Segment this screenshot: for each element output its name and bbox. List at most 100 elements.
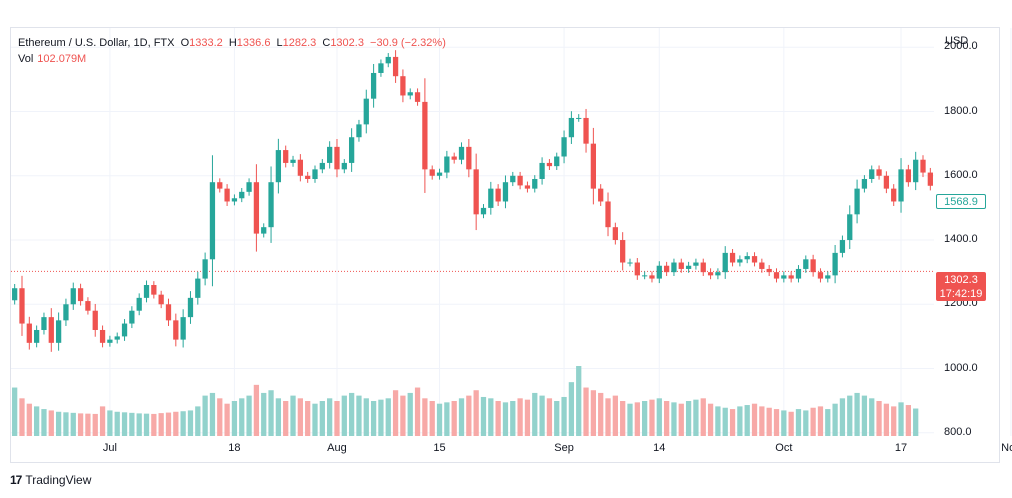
volume-bar bbox=[693, 399, 699, 436]
volume-bar bbox=[825, 409, 831, 436]
volume-bar bbox=[854, 392, 860, 436]
candle-body bbox=[202, 259, 208, 279]
candle-body bbox=[883, 175, 890, 189]
candle-body bbox=[847, 214, 853, 241]
volume-bar bbox=[385, 398, 391, 436]
candle-body bbox=[576, 117, 582, 119]
volume-bar bbox=[737, 406, 743, 436]
candle-body bbox=[795, 268, 802, 279]
volume-bar bbox=[583, 387, 589, 436]
y-tick-label: 1400.0 bbox=[944, 233, 978, 246]
candle-body bbox=[261, 227, 267, 234]
volume-bar bbox=[261, 392, 267, 436]
candle-body bbox=[158, 294, 164, 305]
current-price-value: 1568.9 bbox=[944, 196, 978, 208]
candle-body bbox=[429, 169, 435, 176]
candle-body bbox=[297, 159, 303, 176]
candle-body bbox=[854, 188, 860, 215]
candle-body bbox=[715, 272, 721, 276]
candle-body bbox=[85, 301, 91, 311]
volume-bar bbox=[905, 405, 911, 436]
volume-bar bbox=[363, 398, 369, 436]
candle-body bbox=[656, 265, 662, 279]
volume-bar bbox=[422, 398, 428, 436]
volume-bar bbox=[898, 402, 904, 436]
candle-body bbox=[671, 262, 677, 273]
candle-body bbox=[268, 182, 274, 228]
volume-bar bbox=[63, 412, 69, 436]
tradingview-brand[interactable]: 17 TradingView bbox=[10, 473, 91, 487]
volume-bar bbox=[187, 410, 194, 436]
candle-body bbox=[55, 320, 62, 343]
volume-bar bbox=[305, 401, 311, 436]
volume-bar bbox=[861, 395, 868, 436]
low-value: 1282.3 bbox=[282, 37, 317, 49]
volume-bar bbox=[803, 410, 809, 436]
volume-bar bbox=[539, 395, 545, 436]
volume-bar bbox=[99, 406, 106, 436]
symbol-label[interactable]: Ethereum / U.S. Dollar, 1D, FTX bbox=[18, 37, 175, 49]
candle-body bbox=[627, 262, 633, 264]
candle-body bbox=[151, 285, 157, 295]
candle-body bbox=[187, 297, 194, 318]
candle-body bbox=[869, 169, 875, 179]
candle-body bbox=[510, 175, 516, 183]
volume-bar bbox=[744, 405, 750, 436]
candle-body bbox=[913, 159, 919, 183]
candle-body bbox=[407, 92, 413, 96]
candle-body bbox=[766, 268, 772, 273]
volume-bar bbox=[34, 406, 40, 436]
volume-bar bbox=[129, 412, 135, 436]
x-tick-label: Aug bbox=[327, 442, 347, 454]
candle-body bbox=[759, 262, 765, 269]
candle-body bbox=[832, 252, 838, 276]
candle-body bbox=[180, 317, 186, 340]
volume-bar bbox=[620, 401, 626, 436]
volume-bar bbox=[598, 392, 604, 436]
candle-body bbox=[927, 172, 933, 186]
volume-bar bbox=[451, 401, 457, 436]
candle-body bbox=[488, 188, 494, 208]
volume-bar bbox=[788, 411, 794, 436]
volume-bar bbox=[729, 409, 736, 436]
volume-bar bbox=[781, 410, 787, 436]
volume-bar bbox=[195, 406, 201, 436]
candle-body bbox=[876, 169, 882, 176]
volume-label[interactable]: Vol bbox=[18, 53, 34, 65]
candle-body bbox=[524, 185, 531, 189]
volume-bar bbox=[458, 398, 465, 436]
close-value: 1302.3 bbox=[330, 37, 364, 49]
candle-body bbox=[788, 275, 794, 279]
volume-bar bbox=[700, 398, 706, 436]
current-price-tag: 1568.9 bbox=[936, 194, 986, 209]
volume-bar bbox=[546, 398, 553, 436]
candle-body bbox=[19, 288, 25, 324]
candle-body bbox=[891, 188, 897, 202]
volume-bar bbox=[517, 398, 523, 436]
candle-body bbox=[861, 178, 868, 189]
candle-body bbox=[451, 156, 457, 160]
change-value: −30.9 (−2.32%) bbox=[370, 37, 446, 49]
candle-body bbox=[700, 262, 706, 273]
volume-value: 102.079M bbox=[37, 53, 87, 65]
volume-bar bbox=[173, 411, 179, 436]
volume-bar bbox=[12, 387, 18, 436]
x-tick-label: Sep bbox=[554, 442, 574, 454]
candle-body bbox=[107, 339, 113, 343]
volume-bar bbox=[561, 396, 567, 436]
volume-bar bbox=[839, 398, 846, 436]
x-tick-label: Jul bbox=[102, 442, 117, 454]
volume-bar bbox=[891, 406, 897, 436]
volume-bar bbox=[869, 398, 875, 436]
candle-body bbox=[620, 240, 626, 263]
x-tick-label: Nov bbox=[1001, 442, 1012, 454]
currency-label[interactable]: USD bbox=[945, 35, 969, 47]
volume-bar bbox=[414, 387, 421, 436]
volume-bar bbox=[407, 392, 413, 436]
candle-body bbox=[253, 182, 260, 234]
volume-bar bbox=[26, 403, 32, 436]
candle-body bbox=[532, 178, 538, 189]
volume-bar bbox=[275, 398, 282, 436]
candle-body bbox=[319, 162, 325, 170]
